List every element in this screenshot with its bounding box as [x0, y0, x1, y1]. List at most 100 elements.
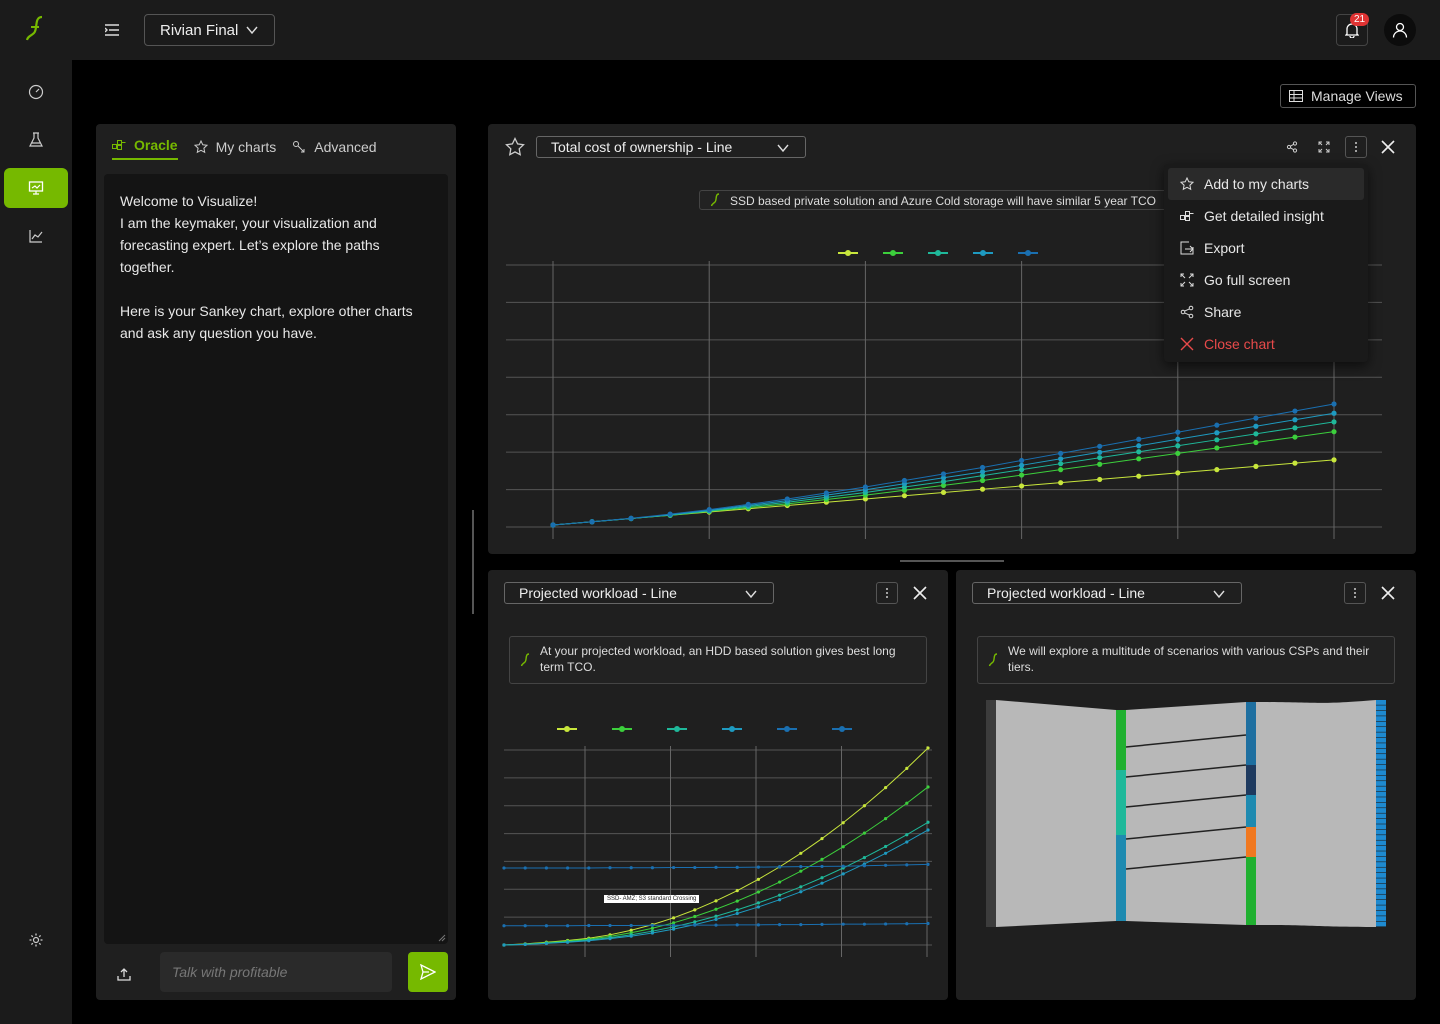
data-point — [672, 927, 676, 931]
user-icon — [1392, 22, 1408, 38]
sidebar-item-forecast[interactable] — [4, 216, 68, 256]
sidebar-item-dashboard[interactable] — [4, 72, 68, 112]
menu-item-share[interactable]: Share — [1164, 296, 1368, 328]
legend-dot — [619, 726, 625, 732]
share-button[interactable] — [1281, 136, 1303, 158]
sidebar-item-lab[interactable] — [4, 120, 68, 160]
chart-menu-button[interactable] — [1345, 136, 1367, 158]
flask-icon — [29, 132, 43, 147]
data-point — [1136, 473, 1142, 479]
legend-dot — [845, 250, 851, 256]
data-point — [735, 889, 739, 893]
chart-insight: We will explore a multitude of scenarios… — [977, 636, 1395, 684]
sankey-node — [1246, 857, 1256, 925]
data-point — [1097, 443, 1103, 449]
data-point — [1292, 425, 1298, 431]
close-chart-button[interactable] — [1377, 582, 1399, 604]
gauge-icon — [28, 84, 44, 100]
menu-toggle-icon[interactable] — [100, 18, 124, 42]
sankey-source-node — [986, 700, 996, 927]
sankey-node — [1116, 770, 1126, 835]
data-point — [1058, 480, 1064, 486]
share-icon — [1286, 141, 1298, 153]
tab-advanced-label: Advanced — [314, 139, 377, 155]
sankey-leaf-node — [1376, 737, 1386, 743]
data-point — [1019, 483, 1025, 489]
chart-type-select[interactable]: Total cost of ownership - Line — [536, 136, 806, 158]
data-point — [820, 857, 824, 862]
menu-item-label: Close chart — [1204, 336, 1275, 352]
data-point — [1253, 431, 1259, 437]
data-point — [650, 866, 654, 870]
vertical-splitter[interactable] — [472, 510, 474, 614]
fullscreen-button[interactable] — [1313, 136, 1335, 158]
tab-my-charts[interactable]: My charts — [193, 134, 276, 160]
data-point — [884, 786, 888, 790]
app-logo[interactable] — [22, 14, 50, 44]
close-chart-button[interactable] — [1377, 136, 1399, 158]
sankey-leaf-node — [1376, 894, 1386, 900]
sidebar — [0, 60, 72, 1024]
sankey-leaf-node — [1376, 802, 1386, 808]
more-vertical-icon — [1354, 588, 1356, 598]
data-point — [862, 864, 866, 868]
data-point — [820, 876, 824, 880]
data-point — [823, 490, 829, 496]
sankey-leaf-node — [1376, 883, 1386, 889]
chart-type-select[interactable]: Projected workload - Line — [972, 582, 1242, 604]
data-point — [926, 862, 930, 866]
chart-insight: At your projected workload, an HDD based… — [509, 636, 927, 684]
data-point — [1136, 443, 1142, 449]
chart-menu-button[interactable] — [1344, 582, 1366, 604]
data-point — [608, 866, 612, 870]
sankey-leaf-node — [1376, 716, 1386, 722]
chevron-down-icon — [246, 26, 258, 35]
data-point — [714, 907, 718, 911]
data-point — [1292, 460, 1298, 466]
chart-type-select[interactable]: Projected workload - Line — [504, 582, 774, 604]
send-button[interactable] — [408, 952, 448, 992]
project-name: Rivian Final — [160, 21, 239, 39]
sidebar-item-visualize[interactable] — [4, 168, 68, 208]
tab-oracle[interactable]: Oracle — [112, 134, 178, 160]
data-point — [940, 475, 947, 481]
legend-dot — [935, 250, 941, 256]
chart-menu-button[interactable] — [876, 582, 898, 604]
legend-dot — [980, 250, 986, 256]
sankey-leaf-node — [1376, 867, 1386, 873]
data-point — [1019, 472, 1025, 478]
data-point — [979, 486, 986, 492]
sankey-node — [1246, 795, 1256, 827]
data-point — [1214, 445, 1220, 451]
data-point — [841, 845, 845, 849]
resize-handle-icon[interactable] — [438, 934, 446, 942]
data-point — [1253, 463, 1259, 469]
tab-advanced[interactable]: Advanced — [292, 134, 377, 160]
menu-item-detailed-insight[interactable]: Get detailed insight — [1164, 200, 1368, 232]
upload-button[interactable] — [112, 962, 136, 986]
star-icon — [193, 140, 208, 154]
menu-item-close-chart[interactable]: Close chart — [1164, 328, 1368, 360]
data-point — [566, 866, 570, 870]
logo-icon — [710, 193, 720, 207]
chat-input[interactable] — [160, 952, 392, 992]
close-icon — [1381, 586, 1395, 600]
logo-icon — [520, 653, 530, 667]
logo-icon — [988, 653, 998, 667]
horizontal-splitter[interactable] — [900, 560, 1004, 562]
menu-item-export[interactable]: Export — [1164, 232, 1368, 264]
menu-item-fullscreen[interactable]: Go full screen — [1164, 264, 1368, 296]
menu-item-add-to-my-charts[interactable]: Add to my charts — [1168, 168, 1364, 200]
menu-item-label: Add to my charts — [1204, 176, 1310, 192]
data-point — [714, 865, 718, 869]
sankey-leaf-node — [1376, 705, 1386, 711]
data-point — [735, 899, 739, 903]
close-chart-button[interactable] — [909, 582, 931, 604]
manage-views-button[interactable]: Manage Views — [1280, 84, 1416, 108]
user-avatar[interactable] — [1384, 14, 1416, 46]
favorite-button[interactable] — [504, 136, 526, 158]
project-select[interactable]: Rivian Final — [144, 14, 275, 46]
data-point — [756, 923, 760, 927]
sidebar-item-settings[interactable] — [4, 920, 68, 960]
data-point — [756, 890, 760, 894]
